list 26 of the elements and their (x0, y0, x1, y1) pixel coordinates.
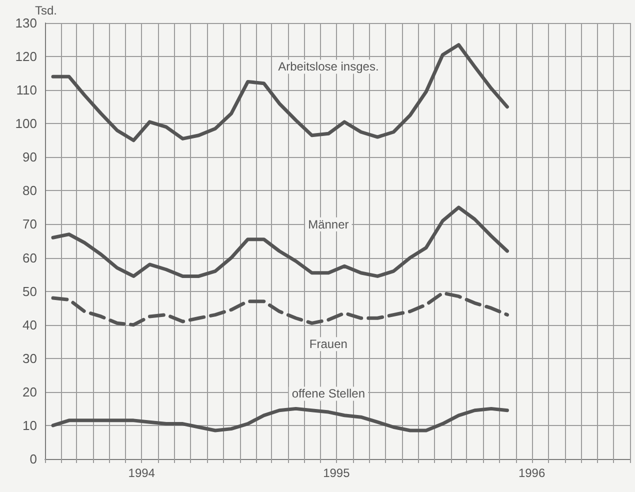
series-label: offene Stellen (292, 386, 366, 401)
y-axis-title: Tsd. (35, 4, 58, 18)
x-tick-label: 1994 (128, 466, 156, 480)
line-series (51, 406, 509, 432)
y-tick-label: 80 (22, 183, 37, 198)
y-tick-label: 90 (22, 150, 37, 165)
line-series (51, 206, 509, 278)
y-tick-label: 70 (22, 216, 37, 232)
y-tick-label: 50 (22, 284, 37, 299)
y-tick-label: 10 (22, 418, 37, 433)
y-tick-label: 60 (22, 250, 37, 266)
x-tick-label: 1996 (518, 466, 546, 480)
y-tick-label: 110 (16, 82, 37, 98)
line-series (51, 291, 509, 327)
series-label: Arbeitslose insges. (278, 60, 379, 74)
series-label: Frauen (309, 337, 348, 352)
y-tick-label: 130 (15, 16, 37, 30)
text: Männer (308, 217, 349, 232)
y-tick-label: 20 (22, 384, 37, 400)
y-tick-label: 0 (30, 452, 37, 466)
y-tick-label: 100 (15, 116, 37, 132)
y-tick-label: 40 (22, 317, 37, 332)
y-tick-label: 30 (22, 350, 37, 366)
y-tick-label: 120 (15, 49, 37, 64)
line-series (51, 43, 509, 142)
x-tick-label: 1995 (323, 466, 350, 480)
